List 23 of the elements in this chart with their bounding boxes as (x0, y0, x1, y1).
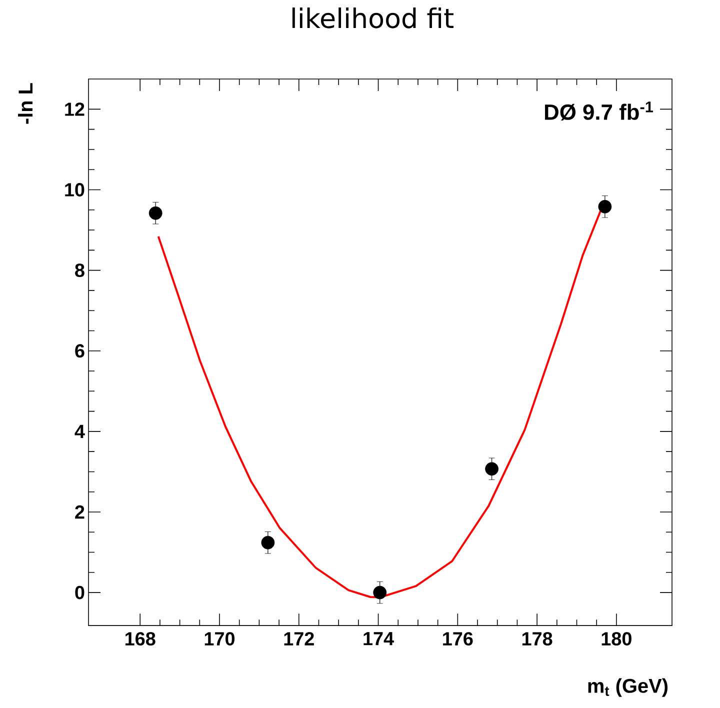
y-axis-title: -ln L (18, 83, 32, 124)
point (373, 586, 387, 600)
y-tick-label: 2 (75, 505, 84, 519)
x-tick-label: 178 (522, 632, 552, 646)
x-tick-label: 180 (602, 632, 632, 646)
y-tick-label: 8 (75, 264, 84, 278)
point (261, 536, 275, 550)
x-tick-label: 176 (443, 632, 473, 646)
point (485, 462, 498, 476)
chart-title: likelihood fit (292, 8, 454, 28)
x-tick-label: 168 (126, 632, 156, 646)
x-tick-label: 174 (364, 632, 394, 646)
x-axis-title: m$_{t}$ (GeV) (588, 678, 668, 697)
annotation: DØ 9.7 fb$^{-1}$ (545, 102, 653, 120)
x-tick-label: 172 (284, 632, 314, 646)
y-tick-label: 0 (75, 586, 84, 600)
point (598, 200, 612, 214)
y-tick-label: 4 (74, 424, 85, 438)
x-tick-label: 170 (204, 632, 235, 646)
y-tick-label: 12 (65, 102, 84, 116)
point (148, 206, 162, 220)
y-tick-label: 6 (75, 344, 84, 358)
y-tick-label: 10 (65, 183, 84, 196)
